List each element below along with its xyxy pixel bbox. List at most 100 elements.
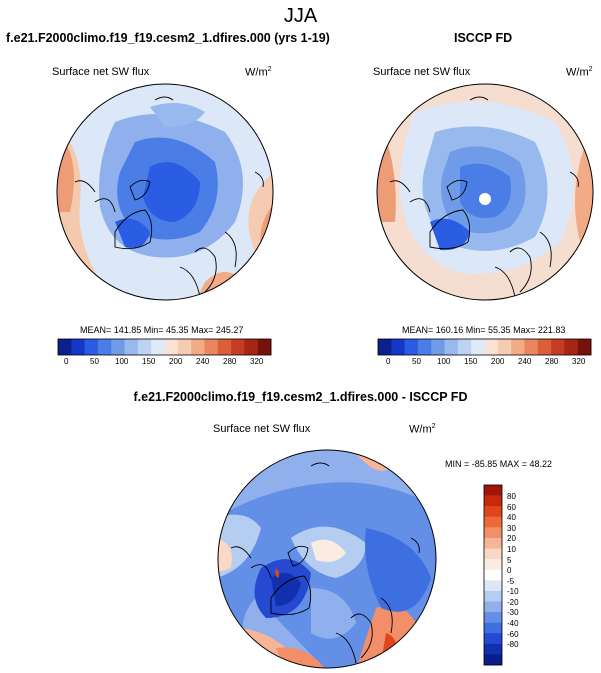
panel1-title: f.e21.F2000climo.f19_f19.cesm2_1.dfires.… [6, 31, 330, 45]
panel3-tick: -5 [507, 577, 515, 586]
panel2-colorbar [377, 338, 592, 356]
panel2-tick: 280 [545, 357, 559, 366]
panel2-field-label: Surface net SW flux [373, 66, 471, 78]
panel3-tick: -60 [507, 630, 519, 639]
panel3-tick: -30 [507, 608, 519, 617]
colorbar-swatch [511, 339, 525, 355]
colorbar-swatch [124, 339, 139, 355]
colorbar-swatch [524, 339, 539, 355]
panel3-tick: -10 [507, 587, 519, 596]
colorbar-swatch [391, 339, 405, 355]
colorbar-swatch [537, 339, 552, 355]
colorbar-swatch [58, 339, 72, 355]
colorbar-swatch [484, 580, 502, 592]
panel3-tick: -20 [507, 598, 519, 607]
colorbar-swatch [484, 485, 502, 496]
panel2-tick: 240 [518, 357, 532, 366]
colorbar-swatch [137, 339, 152, 355]
colorbar-swatch [484, 559, 502, 571]
colorbar-swatch [417, 339, 432, 355]
colorbar-swatch [484, 612, 502, 623]
panel1-tick: 100 [115, 357, 129, 366]
colorbar-swatch [484, 537, 502, 549]
colorbar-swatch [484, 590, 502, 602]
colorbar-swatch [97, 339, 112, 355]
panel2-tick: 100 [437, 357, 451, 366]
colorbar-swatch [484, 548, 502, 560]
colorbar-swatch [484, 601, 502, 613]
colorbar-border [57, 338, 272, 356]
colorbar-swatch [484, 622, 502, 634]
panel3-tick: 30 [507, 524, 516, 533]
panel3-colorbar [483, 484, 503, 666]
colorbar-swatch [457, 339, 472, 355]
colorbar-swatch [484, 516, 502, 528]
panel3-field-label: Surface net SW flux [213, 423, 311, 435]
colorbar-swatch [231, 339, 245, 355]
panel1-tick: 150 [142, 357, 156, 366]
panel1-stats: MEAN= 141.85 Min= 45.35 Max= 245.27 [80, 325, 244, 335]
colorbar-border [483, 484, 503, 666]
colorbar-swatch [84, 339, 99, 355]
panel3-tick: -80 [507, 640, 519, 649]
colorbar-swatch [204, 339, 219, 355]
panel3-stats: MIN = -85.85 MAX = 48.22 [445, 459, 553, 469]
panel2-tick: 0 [386, 357, 391, 366]
colorbar-swatch [577, 339, 592, 355]
colorbar-swatch [404, 339, 419, 355]
colorbar-swatch [497, 339, 512, 355]
panel3-units: W/m2 [409, 423, 436, 436]
colorbar-swatch [217, 339, 232, 355]
panel1-polar-map [56, 83, 274, 301]
colorbar-swatch [484, 339, 499, 355]
panel2-stats: MEAN= 160.16 Min= 55.35 Max= 221.83 [402, 325, 566, 335]
colorbar-swatch [378, 339, 392, 355]
panel3-tick: 5 [507, 556, 512, 565]
panel3-tick: 0 [507, 566, 512, 575]
colorbar-border [377, 338, 592, 356]
colorbar-swatch [257, 339, 272, 355]
colorbar-swatch [444, 339, 459, 355]
colorbar-swatch [484, 654, 502, 666]
panel2-tick: 50 [412, 357, 421, 366]
colorbar-swatch [551, 339, 565, 355]
panel1-colorbar [57, 338, 272, 356]
panel3-tick: -40 [507, 619, 519, 628]
colorbar-swatch [484, 506, 502, 518]
panel1-units: W/m2 [245, 66, 272, 79]
colorbar-swatch [484, 569, 502, 581]
panel2-polar-map [376, 83, 594, 301]
colorbar-swatch [484, 527, 502, 539]
panel3-tick: 10 [507, 545, 516, 554]
panel1-tick: 320 [250, 357, 264, 366]
colorbar-swatch [191, 339, 205, 355]
panel2-title: ISCCP FD [454, 31, 513, 45]
panel1-tick: 50 [90, 357, 99, 366]
panel3-tick: 40 [507, 513, 516, 522]
panel3-tick: 80 [507, 492, 516, 501]
panel2-tick: 320 [572, 357, 586, 366]
colorbar-swatch [484, 633, 502, 645]
panel3-tick: 60 [507, 503, 516, 512]
panel1-field-label: Surface net SW flux [52, 66, 150, 78]
colorbar-swatch [564, 339, 578, 355]
panel3-title: f.e21.F2000climo.f19_f19.cesm2_1.dfires.… [133, 390, 468, 404]
panel2-tick: 200 [491, 357, 505, 366]
panel3-polar-map [217, 449, 437, 669]
page-title: JJA [283, 5, 318, 27]
colorbar-swatch [471, 339, 485, 355]
colorbar-swatch [484, 643, 502, 655]
colorbar-swatch [431, 339, 445, 355]
panel1-tick: 240 [196, 357, 210, 366]
colorbar-swatch [244, 339, 258, 355]
colorbar-swatch [484, 495, 502, 507]
colorbar-swatch [151, 339, 165, 355]
panel1-tick: 280 [223, 357, 237, 366]
panel1-tick: 0 [64, 357, 69, 366]
colorbar-swatch [177, 339, 192, 355]
panel1-tick: 200 [169, 357, 183, 366]
colorbar-swatch [111, 339, 125, 355]
panel2-tick: 150 [464, 357, 478, 366]
panel3-tick: 20 [507, 534, 516, 543]
colorbar-swatch [71, 339, 85, 355]
